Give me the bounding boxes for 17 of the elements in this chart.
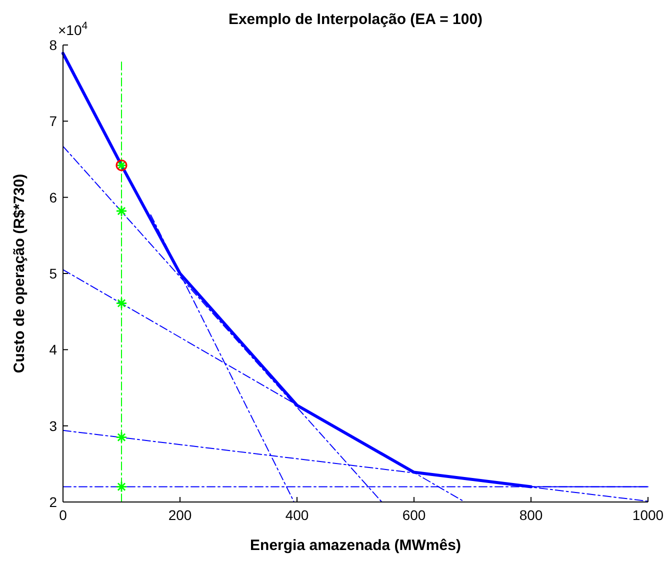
y-axis-title: Custo de operação (R$*730) bbox=[11, 174, 28, 374]
y-tick-label: 8 bbox=[49, 37, 58, 53]
x-tick-label: 0 bbox=[59, 507, 68, 523]
text: ×10$^{4}$ bbox=[58, 20, 88, 38]
x-axis-title: Energia amazenada (MWmês) bbox=[250, 537, 461, 554]
x-tick-label: 800 bbox=[519, 507, 543, 523]
y-tick-label: 2 bbox=[49, 494, 58, 510]
y-tick-label: 5 bbox=[49, 266, 58, 282]
y-tick-label: 3 bbox=[49, 418, 58, 434]
y-tick-label: 7 bbox=[49, 113, 58, 130]
x-tick-label: 1000 bbox=[632, 507, 664, 523]
y-tick-label: 4 bbox=[49, 342, 58, 358]
x-tick-label: 200 bbox=[168, 507, 192, 523]
x-tick-label: 600 bbox=[402, 507, 426, 523]
x-tick-label: 400 bbox=[285, 507, 309, 523]
chart-title: Exemplo de Interpolação (EA = 100) bbox=[228, 11, 483, 28]
y-tick-label: 6 bbox=[49, 189, 58, 206]
